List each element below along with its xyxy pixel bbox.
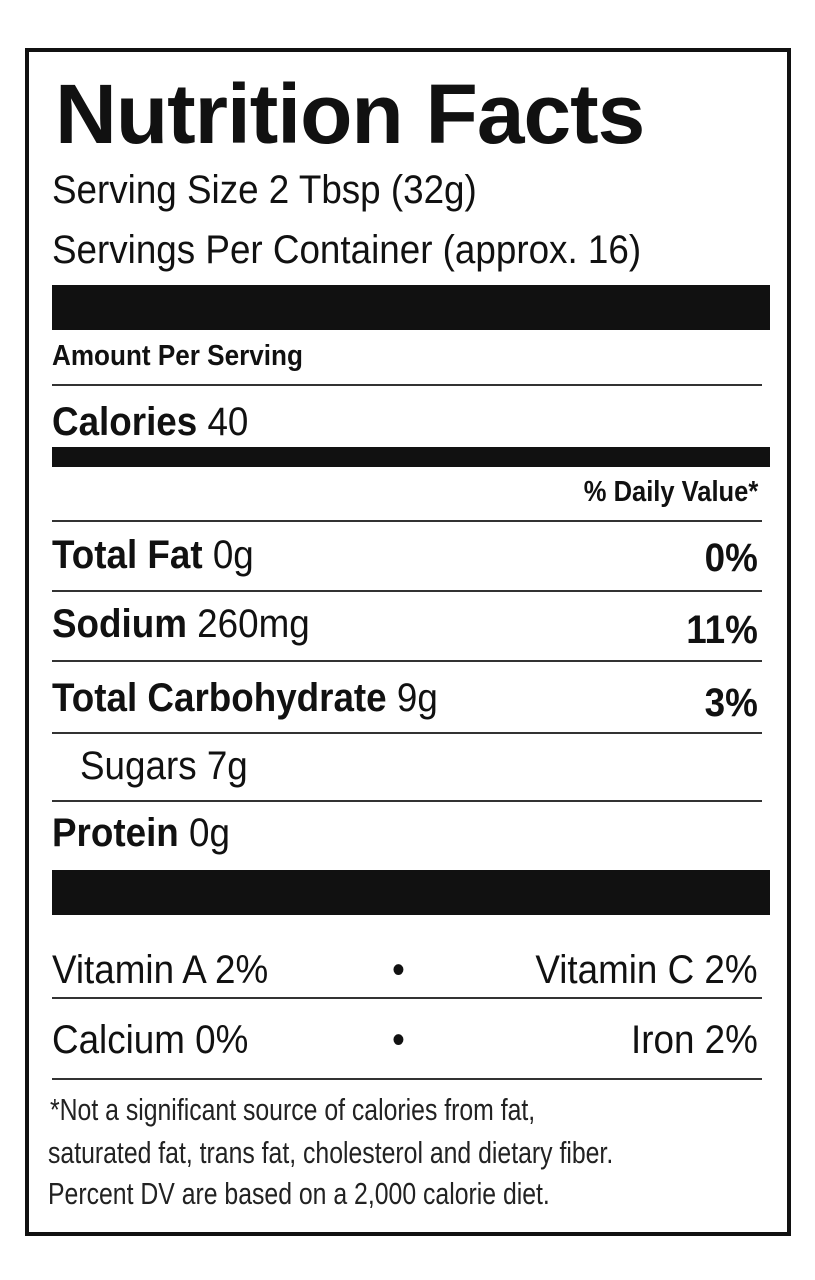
calories-value: 40	[207, 400, 249, 444]
nutrient-amount: 0g	[189, 811, 230, 855]
calories-label: Calories	[52, 400, 198, 444]
nutrient-row-protein: Protein 0g	[52, 813, 230, 853]
nutrient-label: Sodium	[52, 602, 187, 646]
nutrient-label: Protein	[52, 811, 179, 855]
servings-per-container: Servings Per Container (approx. 16)	[52, 228, 642, 272]
thick-divider	[52, 870, 770, 915]
vitamin-a: Vitamin A 2%	[52, 948, 269, 992]
bullet: •	[392, 948, 405, 992]
footnote-line: saturated fat, trans fat, cholesterol an…	[48, 1135, 614, 1170]
nutrient-amount: 0g	[212, 533, 254, 577]
nutrition-label	[25, 48, 791, 1236]
divider	[52, 660, 762, 662]
calories-row: Calories 40	[52, 402, 248, 442]
nutrient-dv: 3%	[704, 681, 758, 725]
thick-divider	[52, 285, 770, 330]
label-title: Nutrition Facts	[55, 67, 645, 161]
footnote-line: Percent DV are based on a 2,000 calorie …	[48, 1176, 550, 1211]
nutrient-amount: 260mg	[197, 602, 310, 646]
iron: Iron 2%	[631, 1018, 758, 1062]
nutrient-row-sugars: Sugars 7g	[80, 746, 248, 786]
nutrient-dv: 11%	[686, 608, 758, 652]
nutrient-label: Total Carbohydrate	[52, 676, 387, 720]
divider	[52, 384, 762, 386]
nutrient-label: Total Fat	[52, 533, 203, 577]
nutrient-label: Sugars	[80, 744, 197, 788]
divider	[52, 1078, 762, 1080]
nutrient-row-total-carbohydrate: Total Carbohydrate 9g	[52, 678, 438, 718]
divider	[52, 800, 762, 802]
divider	[52, 732, 762, 734]
medium-divider	[52, 447, 770, 467]
nutrient-amount: 9g	[396, 676, 438, 720]
nutrient-row-sodium: Sodium 260mg	[52, 604, 310, 644]
divider	[52, 590, 762, 592]
nutrient-row-total-fat: Total Fat 0g	[52, 535, 254, 575]
nutrient-amount: 7g	[206, 744, 248, 788]
divider	[52, 997, 762, 999]
calcium: Calcium 0%	[52, 1018, 249, 1062]
vitamin-c: Vitamin C 2%	[535, 948, 758, 992]
nutrient-dv: 0%	[704, 536, 758, 580]
divider	[52, 520, 762, 522]
daily-value-header: % Daily Value*	[583, 476, 758, 508]
footnote-line: *Not a significant source of calories fr…	[50, 1092, 536, 1127]
amount-per-serving: Amount Per Serving	[52, 340, 303, 372]
bullet: •	[392, 1018, 405, 1062]
serving-size: Serving Size 2 Tbsp (32g)	[52, 168, 477, 212]
